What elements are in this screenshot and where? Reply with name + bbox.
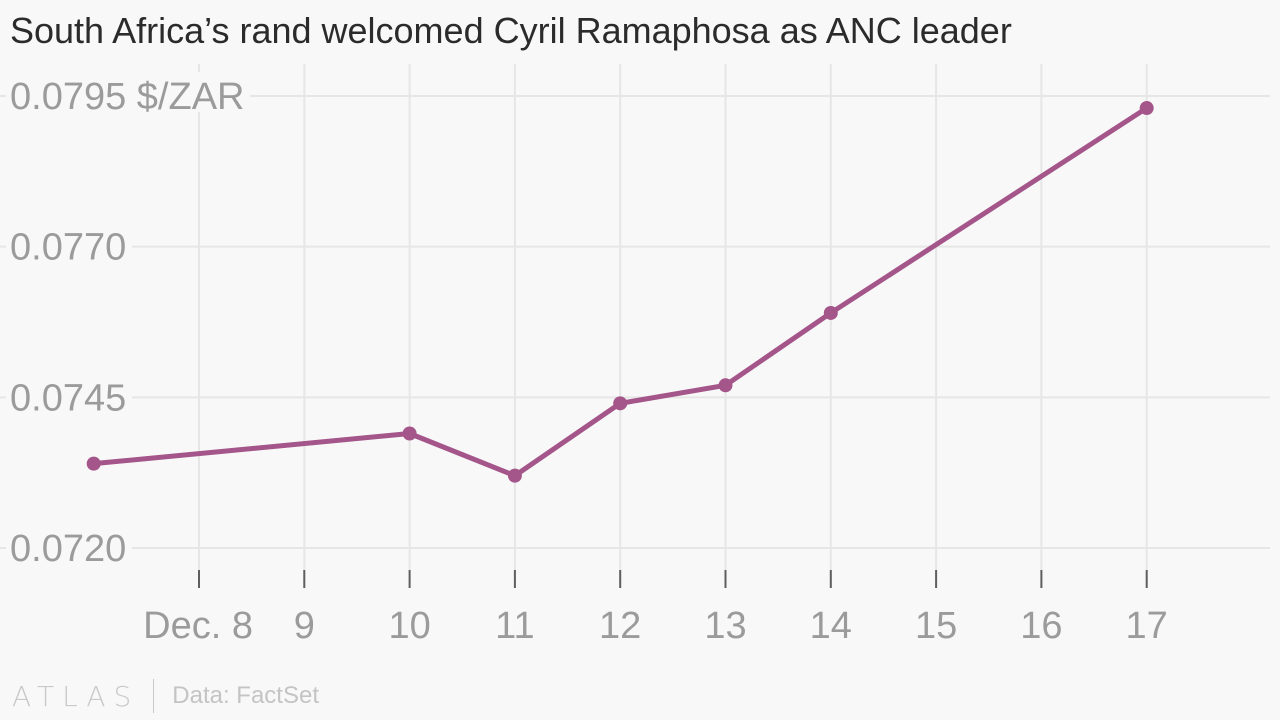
y-axis-labels: 0.0720 0.0745 0.0770 0.0795 $/ZAR (6, 72, 250, 570)
data-point (823, 305, 838, 320)
x-tick-label: 10 (388, 605, 430, 647)
x-tick-label: 12 (599, 605, 641, 647)
x-tick-label: 9 (294, 605, 315, 647)
x-tick-label: 13 (704, 605, 746, 647)
x-tick-label: 11 (495, 605, 534, 647)
x-tick-label: Dec. 8 (143, 605, 253, 647)
data-point (1139, 101, 1154, 116)
data-point (507, 468, 522, 483)
footer: ATLAS Data: FactSet (12, 676, 319, 716)
y-tick-label: 0.0795 $/ZAR (10, 76, 244, 118)
footer-divider (153, 679, 155, 713)
x-tick-label: 15 (915, 605, 957, 647)
x-tick-label: 14 (810, 605, 852, 647)
series-layer (86, 101, 1154, 483)
y-tick-label: 0.0720 (10, 528, 126, 570)
chart-title: South Africa’s rand welcomed Cyril Ramap… (10, 10, 1012, 51)
x-tick-marks (198, 570, 1148, 588)
x-tick-label: 17 (1126, 605, 1168, 647)
source-note: Data: FactSet (172, 682, 319, 709)
horizontal-gridlines (0, 95, 1270, 549)
x-tick-label: 16 (1020, 605, 1062, 647)
y-tick-label: 0.0745 (10, 377, 126, 419)
y-label-background (6, 373, 132, 414)
y-label-background (6, 222, 132, 263)
data-point (402, 426, 417, 441)
vertical-gridlines (198, 64, 1148, 588)
y-label-background (6, 524, 132, 564)
x-axis-labels: Dec. 8 9 10 11 12 13 14 15 16 17 (143, 605, 1168, 647)
atlas-logo: ATLAS (12, 679, 140, 713)
y-tick-label: 0.0770 (10, 227, 126, 269)
data-point (613, 396, 628, 411)
y-label-background (6, 72, 250, 112)
data-point (86, 456, 101, 471)
data-point (718, 378, 733, 393)
